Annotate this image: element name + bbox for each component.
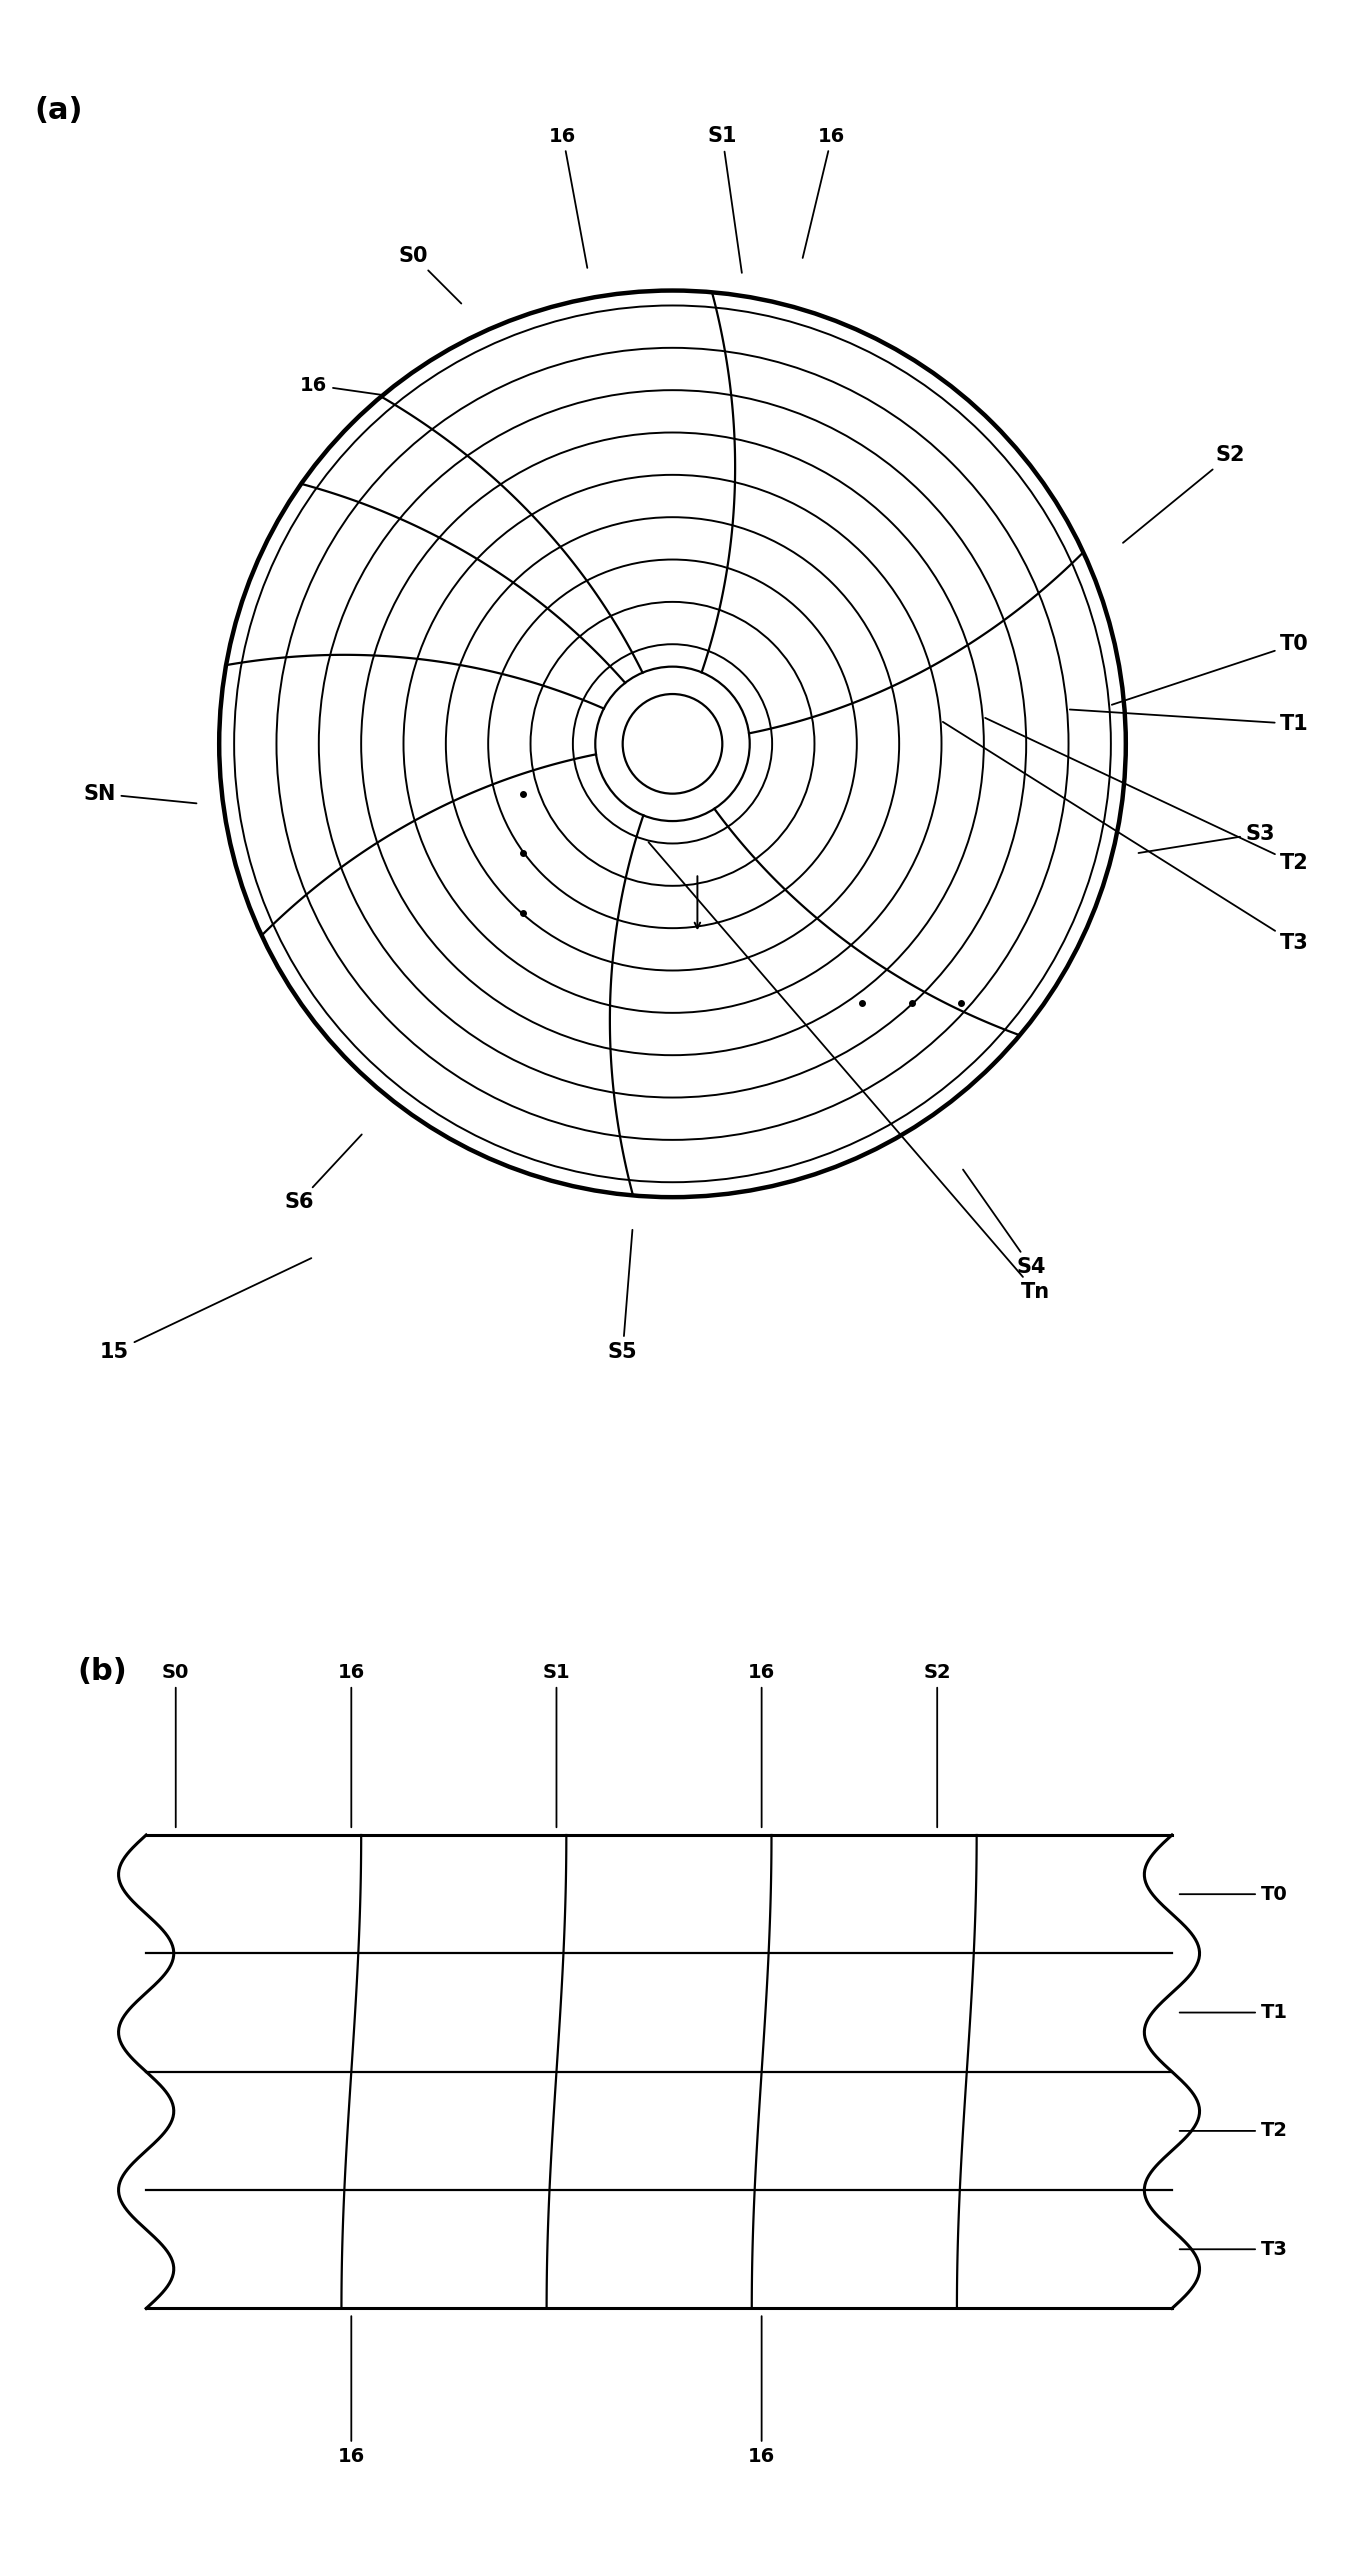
- Text: T0: T0: [1180, 1885, 1287, 1903]
- Text: S0: S0: [161, 1662, 190, 1826]
- Text: T2: T2: [985, 718, 1309, 875]
- Text: T0: T0: [1112, 634, 1309, 705]
- Text: S6: S6: [284, 1134, 362, 1213]
- Text: SN: SN: [83, 785, 196, 803]
- Text: S3: S3: [1138, 823, 1275, 854]
- Text: T1: T1: [1069, 711, 1309, 734]
- Text: 16: 16: [748, 2316, 775, 2465]
- Text: S1: S1: [707, 126, 742, 272]
- Text: 16: 16: [300, 374, 381, 395]
- Text: 16: 16: [338, 2316, 364, 2465]
- Text: (a): (a): [35, 97, 83, 126]
- Text: 15: 15: [100, 1259, 311, 1362]
- Text: T3: T3: [943, 721, 1309, 954]
- Text: S0: S0: [398, 246, 461, 303]
- Text: S2: S2: [1123, 444, 1245, 544]
- Text: T3: T3: [1180, 2239, 1287, 2260]
- Text: Tn: Tn: [648, 841, 1050, 1303]
- Text: S5: S5: [608, 1229, 638, 1362]
- Text: T1: T1: [1180, 2003, 1287, 2021]
- Text: T2: T2: [1180, 2121, 1287, 2139]
- Text: 16: 16: [338, 1662, 364, 1826]
- Text: 16: 16: [549, 126, 588, 267]
- Text: S4: S4: [963, 1170, 1046, 1277]
- Text: 16: 16: [803, 126, 846, 259]
- Text: 16: 16: [748, 1662, 775, 1826]
- Text: S1: S1: [542, 1662, 570, 1826]
- Text: S2: S2: [924, 1662, 951, 1826]
- Text: (b): (b): [77, 1657, 126, 1685]
